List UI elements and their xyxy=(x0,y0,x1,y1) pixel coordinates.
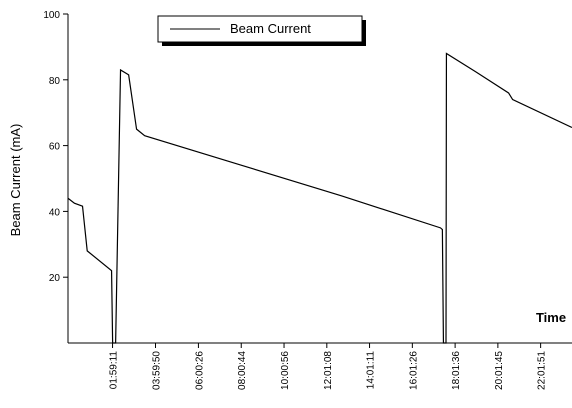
x-tick-label: 16:01:26 xyxy=(408,351,419,390)
series-line xyxy=(67,52,572,344)
x-tick-label: 01:59:11 xyxy=(109,351,120,390)
x-tick-label: 20:01:45 xyxy=(494,351,505,390)
x-axis-label: Time xyxy=(536,310,566,325)
x-tick-label: 03:59:50 xyxy=(151,351,162,390)
y-tick-label: 80 xyxy=(49,76,61,87)
y-axis-label: Beam Current (mA) xyxy=(8,124,23,237)
y-tick-label: 60 xyxy=(49,142,61,153)
x-tick-label: 18:01:36 xyxy=(451,351,462,390)
x-tick-label: 22:01:51 xyxy=(537,351,548,390)
x-tick-label: 14:01:11 xyxy=(366,351,377,390)
y-tick-label: 40 xyxy=(49,207,61,218)
x-tick-label: 08:00:44 xyxy=(237,351,248,390)
legend-label: Beam Current xyxy=(230,21,311,36)
x-tick-label: 12:01:08 xyxy=(323,351,334,390)
y-tick-label: 100 xyxy=(43,10,60,21)
x-tick-label: 06:00:26 xyxy=(194,351,205,390)
x-tick-label: 10:00:56 xyxy=(280,351,291,390)
y-tick-label: 20 xyxy=(49,273,61,284)
